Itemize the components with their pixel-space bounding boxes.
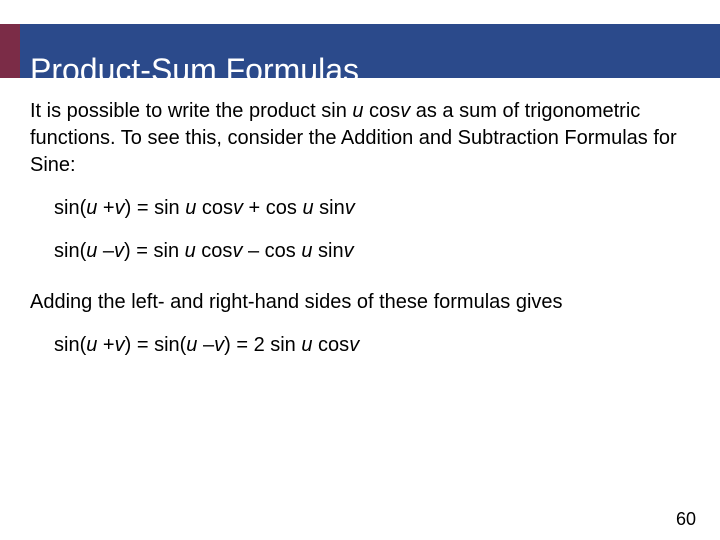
text: cos — [313, 334, 350, 356]
text: ) = sin — [125, 197, 186, 219]
var-v: v — [115, 197, 125, 219]
text: + — [97, 334, 114, 356]
text: sin( — [54, 240, 86, 262]
text: sin( — [54, 197, 86, 219]
text: It is possible to write the product sin — [30, 100, 352, 122]
var-v: v — [214, 334, 224, 356]
formula-result: sin(u +v) = sin(u –v) = 2 sin u cosv — [54, 332, 690, 359]
var-v: v — [233, 197, 243, 219]
formula-subtraction: sin(u –v) = sin u cosv – cos u sinv — [54, 238, 690, 265]
var-u: u — [301, 240, 312, 262]
text: – — [97, 240, 114, 262]
title-band: Product-Sum Formulas — [0, 24, 720, 78]
accent-maroon — [0, 24, 20, 78]
text: + — [97, 197, 114, 219]
var-u: u — [186, 334, 197, 356]
var-u: u — [352, 100, 363, 122]
var-v: v — [400, 100, 410, 122]
text: cos — [364, 100, 401, 122]
text: cos — [196, 240, 233, 262]
intro-paragraph: It is possible to write the product sin … — [30, 98, 690, 179]
var-u: u — [86, 197, 97, 219]
text: + cos — [243, 197, 302, 219]
var-u: u — [185, 197, 196, 219]
var-u: u — [302, 197, 313, 219]
var-u: u — [301, 334, 312, 356]
formula-addition: sin(u +v) = sin u cosv + cos u sinv — [54, 195, 690, 222]
text: cos — [196, 197, 233, 219]
var-u: u — [86, 240, 97, 262]
mid-paragraph: Adding the left- and right-hand sides of… — [30, 289, 690, 316]
var-u: u — [185, 240, 196, 262]
slide-body: It is possible to write the product sin … — [30, 98, 690, 375]
text: ) = sin — [124, 240, 185, 262]
var-v: v — [344, 240, 354, 262]
slide-title: Product-Sum Formulas — [30, 52, 359, 89]
var-v: v — [349, 334, 359, 356]
var-v: v — [232, 240, 242, 262]
text: sin — [314, 197, 345, 219]
text: ) = sin( — [125, 334, 187, 356]
var-v: v — [115, 334, 125, 356]
text: – cos — [242, 240, 301, 262]
text: sin( — [54, 334, 86, 356]
text: ) = 2 sin — [224, 334, 301, 356]
page-number: 60 — [676, 509, 696, 530]
var-v: v — [114, 240, 124, 262]
var-v: v — [345, 197, 355, 219]
var-u: u — [86, 334, 97, 356]
text: sin — [312, 240, 343, 262]
text: – — [197, 334, 214, 356]
